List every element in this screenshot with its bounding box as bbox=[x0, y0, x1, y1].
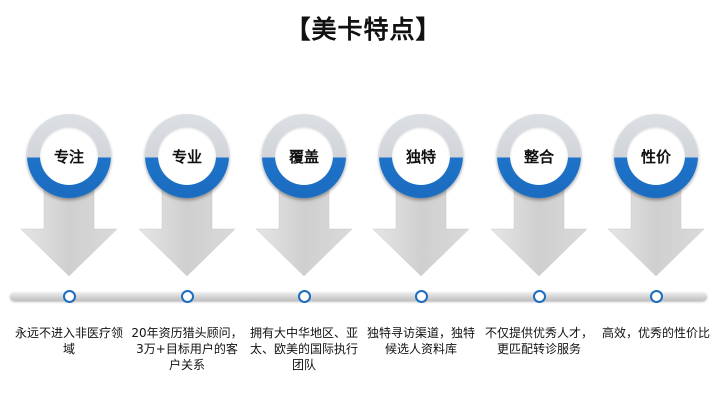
feature-badge: 整合 bbox=[497, 114, 581, 198]
feature-card-professional: 专业 bbox=[136, 104, 238, 284]
timeline-dot bbox=[415, 290, 428, 303]
feature-label: 整合 bbox=[523, 147, 554, 166]
feature-label: 覆盖 bbox=[288, 147, 319, 166]
timeline-dot bbox=[298, 290, 311, 303]
page-title: 【美卡特点】 bbox=[285, 15, 442, 44]
feature-label: 性价 bbox=[640, 147, 671, 166]
feature-badge: 独特 bbox=[379, 114, 463, 198]
feature-description: 永远不进入非医疗领域 bbox=[14, 326, 123, 356]
feature-description: 高效，优秀的性价比 bbox=[601, 326, 710, 340]
feature-card-unique: 独特 bbox=[370, 104, 472, 284]
feature-card-coverage: 覆盖 bbox=[253, 104, 355, 284]
timeline-dot bbox=[181, 290, 194, 303]
feature-card-value: 性价 bbox=[605, 104, 707, 284]
feature-card-integration: 整合 bbox=[488, 104, 590, 284]
feature-description: 20年资历猎头顾问，3万+目标用户的客户关系 bbox=[131, 326, 243, 372]
feature-badge: 性价 bbox=[614, 114, 698, 198]
feature-description: 不仅提供优秀人才，更匹配转诊服务 bbox=[484, 326, 593, 356]
feature-badge: 专注 bbox=[27, 114, 111, 198]
feature-description: 独特寻访渠道，独特候选人资料库 bbox=[366, 326, 475, 356]
timeline-dot bbox=[650, 290, 663, 303]
feature-description: 拥有大中华地区、亚太、欧美的国际执行团队 bbox=[249, 326, 358, 372]
feature-label: 独特 bbox=[405, 147, 436, 166]
feature-badge: 专业 bbox=[145, 114, 229, 198]
feature-card-focus: 专注 bbox=[18, 104, 120, 284]
feature-label: 专业 bbox=[171, 147, 202, 166]
timeline-dot bbox=[63, 290, 76, 303]
feature-badge: 覆盖 bbox=[262, 114, 346, 198]
feature-label: 专注 bbox=[53, 147, 84, 166]
timeline-dot bbox=[533, 290, 546, 303]
timeline-track bbox=[10, 292, 707, 301]
